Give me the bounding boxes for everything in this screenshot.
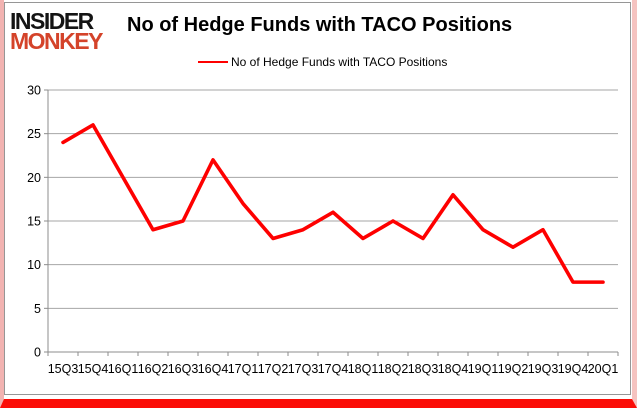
legend-line-swatch — [198, 61, 228, 63]
x-tick-label: 17Q4 — [318, 362, 349, 376]
y-tick-label: 30 — [27, 84, 41, 98]
x-tick-label: 16Q2 — [138, 362, 169, 376]
y-tick-label: 20 — [27, 171, 41, 185]
x-tick-label: 15Q3 — [48, 362, 79, 376]
chart-title: No of Hedge Funds with TACO Positions — [127, 14, 513, 36]
x-tick-label: 19Q3 — [528, 362, 559, 376]
legend-label: No of Hedge Funds with TACO Positions — [231, 55, 448, 69]
x-tick-label: 19Q1 — [468, 362, 499, 376]
x-tick-label: 20Q1 — [588, 362, 619, 376]
x-tick-label: 19Q4 — [558, 362, 589, 376]
y-tick-label: 0 — [34, 346, 41, 360]
y-tick-label: 25 — [27, 127, 41, 141]
y-tick-label: 15 — [27, 215, 41, 229]
x-tick-label: 16Q3 — [168, 362, 199, 376]
logo-text-monkey: MONKEY — [10, 28, 103, 54]
x-tick-label: 15Q4 — [78, 362, 109, 376]
x-tick-label: 18Q1 — [348, 362, 379, 376]
series-line — [61, 123, 605, 284]
x-tick-label: 17Q2 — [258, 362, 289, 376]
x-tick-label: 18Q2 — [378, 362, 409, 376]
y-tick-label: 10 — [27, 258, 41, 272]
x-tick-label: 19Q2 — [498, 362, 529, 376]
x-tick-label: 18Q3 — [408, 362, 439, 376]
x-tick-label: 18Q4 — [438, 362, 469, 376]
y-tick-label: 5 — [34, 302, 41, 316]
x-tick-label: 16Q1 — [108, 362, 139, 376]
x-tick-label: 17Q1 — [228, 362, 259, 376]
chart-frame — [4, 2, 631, 395]
insider-monkey-logo: INSIDER MONKEY — [10, 8, 103, 54]
legend: No of Hedge Funds with TACO Positions — [198, 55, 447, 69]
x-tick-label: 16Q4 — [198, 362, 229, 376]
logo-text-insider: INSIDER — [10, 8, 94, 34]
x-tick-label: 17Q3 — [288, 362, 319, 376]
